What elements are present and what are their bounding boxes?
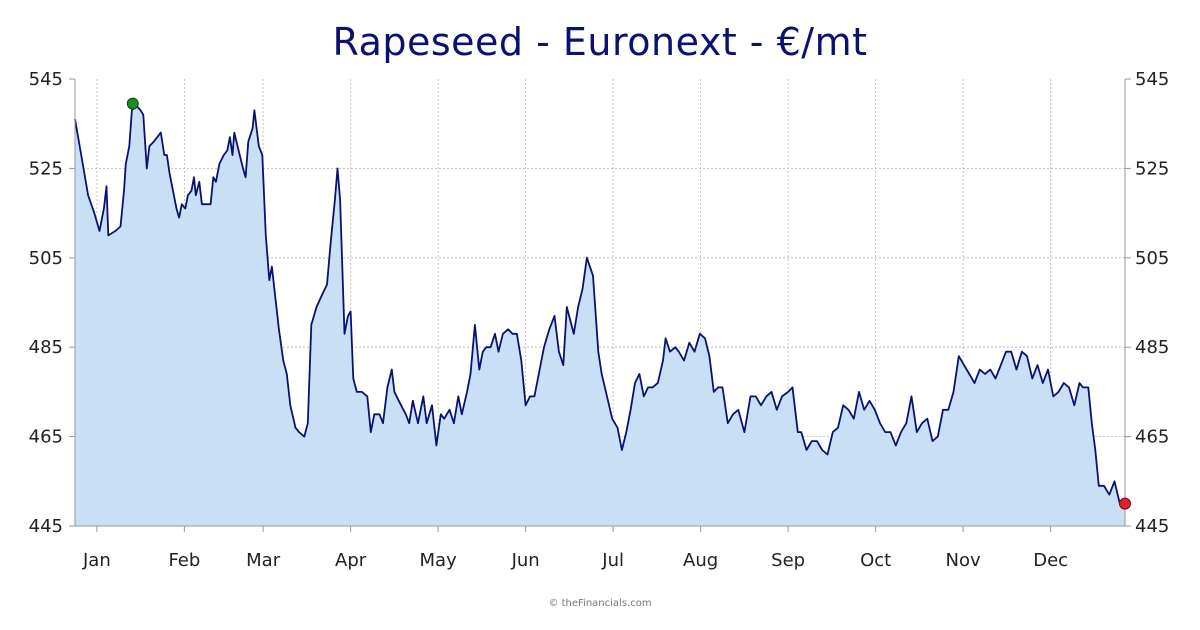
y-tick-label-right: 505 [1135,248,1169,269]
x-tick-label: Dec [1033,550,1068,571]
y-tick-label-left: 505 [29,248,63,269]
x-tick-label: Apr [335,550,367,571]
y-tick-label-left: 465 [29,427,63,448]
x-tick-label: Jun [511,550,540,571]
low-point-marker [1119,497,1131,510]
price-line [74,104,1125,505]
y-tick-label-left: 545 [29,69,63,90]
y-tick-label-right: 545 [1135,69,1169,90]
x-tick-label: May [420,550,458,571]
x-tick-label: Aug [683,550,718,571]
y-tick-label-right: 465 [1135,427,1169,448]
chart-title: Rapeseed - Euronext - €/mt [332,20,868,64]
y-tick-label-right: 445 [1135,516,1169,537]
x-tick-label: Jan [82,550,111,571]
axes [74,79,1126,527]
price-area-fill [75,105,1125,527]
x-tick-label: Mar [246,550,281,571]
x-tick-label: Nov [946,550,981,571]
y-tick-label-right: 485 [1135,337,1169,358]
y-axis-right-ticks: 445 465 485 505 525 545 [1125,69,1169,537]
y-tick-label-left: 445 [29,516,63,537]
y-axis-left-ticks: 445 465 485 505 525 545 [29,69,75,537]
x-tick-label: Feb [168,550,200,571]
high-point-marker [126,97,139,110]
x-tick-label: Oct [860,550,891,571]
credit-text: © theFinancials.com [548,598,652,609]
y-tick-label-left: 485 [29,337,63,358]
x-axis-month-ticks: Jan Feb Mar Apr May Jun Jul Aug Sep Oct Nov Dec [82,526,1068,571]
y-tick-label-left: 525 [29,158,63,179]
y-tick-label-right: 525 [1135,158,1169,179]
x-tick-label: Jul [601,550,624,571]
x-tick-label: Sep [771,550,805,571]
